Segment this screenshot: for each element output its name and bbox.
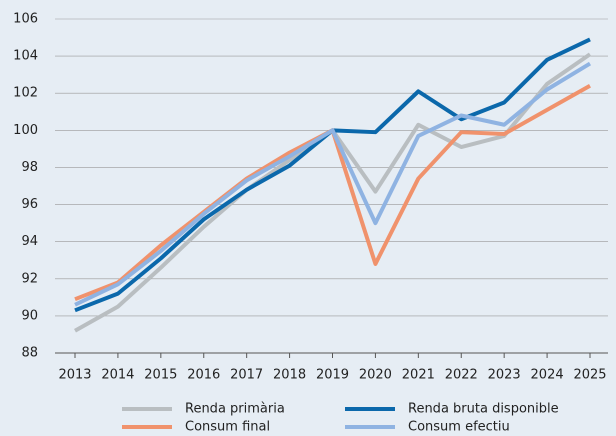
y-tick-label: 94	[21, 234, 38, 249]
y-tick-label: 104	[13, 49, 38, 64]
legend-label: Consum final	[185, 420, 270, 435]
y-tick-label: 106	[13, 12, 38, 27]
x-tick-label: 2019	[316, 368, 349, 383]
legend-label: Consum efectiu	[408, 420, 510, 435]
y-tick-label: 102	[13, 86, 38, 101]
y-tick-label: 96	[21, 197, 38, 212]
y-tick-label: 100	[13, 123, 38, 138]
x-tick-label: 2020	[359, 368, 392, 383]
x-tick-label: 2022	[445, 368, 478, 383]
x-tick-label: 2021	[402, 368, 435, 383]
x-tick-label: 2017	[230, 368, 263, 383]
x-tick-label: 2013	[58, 368, 91, 383]
y-tick-label: 92	[21, 271, 38, 286]
x-tick-label: 2024	[531, 368, 564, 383]
y-tick-label: 90	[21, 308, 38, 323]
x-tick-label: 2025	[573, 368, 606, 383]
x-tick-label: 2023	[488, 368, 521, 383]
legend-label: Renda primària	[185, 402, 285, 417]
y-tick-label: 88	[21, 346, 38, 361]
x-tick-label: 2014	[101, 368, 134, 383]
legend-label: Renda bruta disponible	[408, 402, 559, 417]
x-tick-label: 2018	[273, 368, 306, 383]
y-tick-label: 98	[21, 160, 38, 175]
x-tick-label: 2015	[144, 368, 177, 383]
series-line	[74, 61, 592, 307]
series-line	[74, 37, 591, 313]
x-tick-label: 2016	[187, 368, 220, 383]
